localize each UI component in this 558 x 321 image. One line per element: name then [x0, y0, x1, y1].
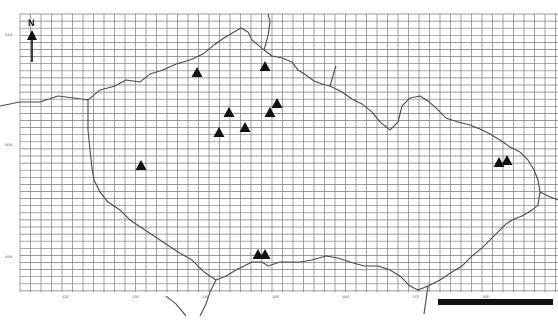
north-arrow: N: [27, 18, 37, 62]
locality-marker: [239, 122, 251, 132]
locality-marker: [213, 127, 225, 137]
border-south-b: [423, 285, 429, 315]
locality-marker: [264, 107, 276, 117]
border-north: [263, 13, 271, 51]
tick-label-bottom: 17E: [412, 294, 419, 299]
locality-marker: [252, 249, 264, 259]
locality-marker: [259, 61, 271, 71]
north-label: N: [28, 18, 35, 28]
locality-marker: [135, 160, 147, 170]
border-north-east: [329, 65, 337, 87]
border-west: [0, 95, 89, 107]
tick-labels: 12E 13E 14E 15E 16E 17E 18E 51N 50N 49N: [5, 32, 489, 299]
locality-marker: [493, 157, 505, 167]
tick-label-left: 50N: [5, 142, 12, 147]
tick-label-bottom: 12E: [62, 294, 69, 299]
tick-label-bottom: 15E: [272, 294, 279, 299]
localities: [135, 61, 513, 259]
tick-label-bottom: 16E: [342, 294, 349, 299]
locality-marker: [259, 249, 271, 259]
grid: [19, 13, 558, 292]
tick-label-bottom: 14E: [202, 294, 209, 299]
locality-marker: [271, 98, 283, 108]
locality-marker: [501, 155, 513, 165]
tick-label-bottom: 13E: [132, 294, 139, 299]
tick-label-left: 51N: [5, 32, 12, 37]
locality-marker: [191, 67, 203, 77]
north-arrow-head: [27, 30, 37, 40]
locality-marker: [223, 107, 235, 117]
tick-label-bottom: 18E: [482, 294, 489, 299]
border-south-c: [165, 295, 187, 317]
border-south-a: [199, 279, 217, 317]
border-east: [539, 191, 558, 201]
tick-label-left: 49N: [5, 254, 12, 259]
scale-bar: [438, 299, 553, 305]
